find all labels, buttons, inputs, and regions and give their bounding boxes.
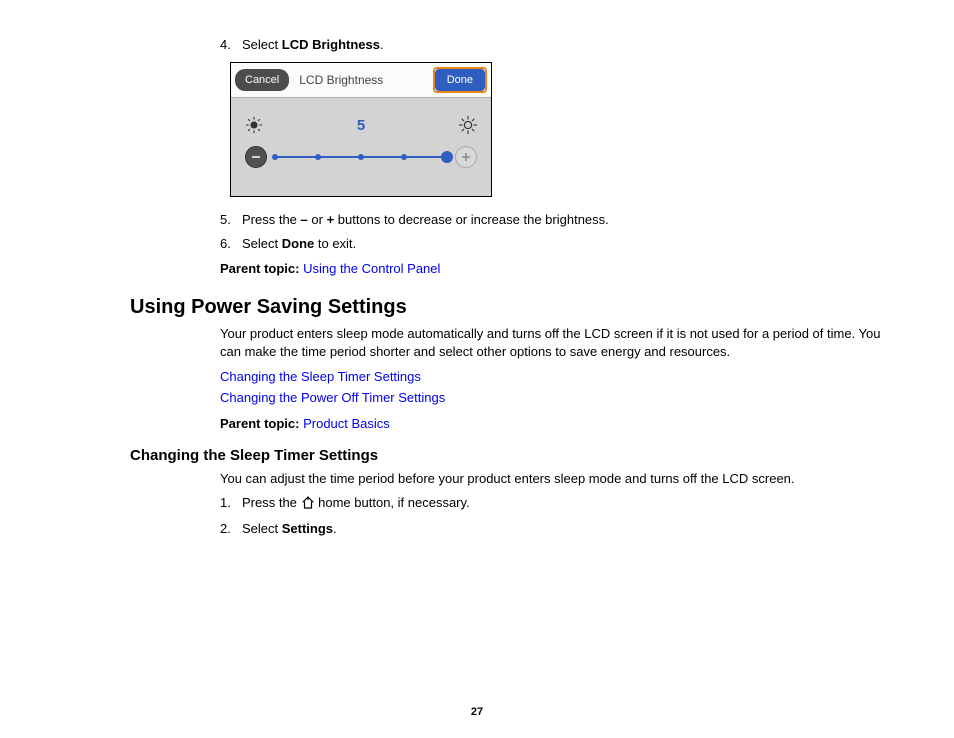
plus-icon [461,152,471,162]
done-button: Done [435,69,485,91]
parent-topic-2: Parent topic: Product Basics [220,415,884,433]
plus-button [455,146,477,168]
heading-sleep-timer: Changing the Sleep Timer Settings [130,447,884,464]
power-saving-intro: Your product enters sleep mode automatic… [220,325,884,361]
minus-icon [251,152,261,162]
minus-button [245,146,267,168]
lcd-header: Cancel LCD Brightness Done [231,63,491,98]
brightness-high-icon [459,116,477,134]
step-5: 5. Press the – or + buttons to decrease … [220,211,884,229]
brightness-low-icon [245,116,263,134]
step-suffix: . [380,37,384,52]
parent-topic-label: Parent topic: [220,416,299,431]
parent-topic-link[interactable]: Product Basics [303,416,390,431]
done-highlight: Done [433,67,487,93]
lcd-body: 5 [231,98,491,196]
sleep-step-2: 2. Select Settings. [220,520,884,538]
page-number: 27 [0,706,954,718]
step-text: Select [242,37,282,52]
step-number: 5. [220,211,231,229]
parent-topic-link[interactable]: Using the Control Panel [303,261,440,276]
step-number: 1. [220,494,231,512]
step-bold: LCD Brightness [282,37,380,52]
parent-topic-label: Parent topic: [220,261,299,276]
step-number: 2. [220,520,231,538]
cancel-button: Cancel [235,69,289,91]
slider-knob [441,151,453,163]
sleep-timer-intro: You can adjust the time period before yo… [220,470,884,488]
home-icon [301,496,315,514]
step-number: 6. [220,235,231,253]
lcd-brightness-figure: Cancel LCD Brightness Done [230,62,492,197]
brightness-value: 5 [263,117,459,134]
step-4: 4. Select LCD Brightness. [220,36,884,54]
parent-topic-1: Parent topic: Using the Control Panel [220,260,884,278]
link-power-off-timer[interactable]: Changing the Power Off Timer Settings [220,390,445,405]
lcd-title: LCD Brightness [293,73,428,87]
step-number: 4. [220,36,231,54]
brightness-slider [275,152,447,162]
link-sleep-timer[interactable]: Changing the Sleep Timer Settings [220,369,421,384]
heading-power-saving: Using Power Saving Settings [130,296,884,319]
sleep-step-1: 1. Press the home button, if necessary. [220,494,884,514]
step-6: 6. Select Done to exit. [220,235,884,253]
